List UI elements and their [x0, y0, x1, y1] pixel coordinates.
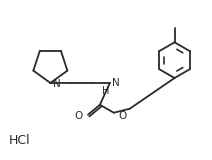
Text: N: N — [53, 79, 61, 89]
Text: HCl: HCl — [9, 134, 31, 147]
Text: H: H — [102, 86, 110, 96]
Text: O: O — [119, 111, 127, 121]
Text: N: N — [112, 78, 120, 88]
Text: O: O — [75, 111, 83, 121]
